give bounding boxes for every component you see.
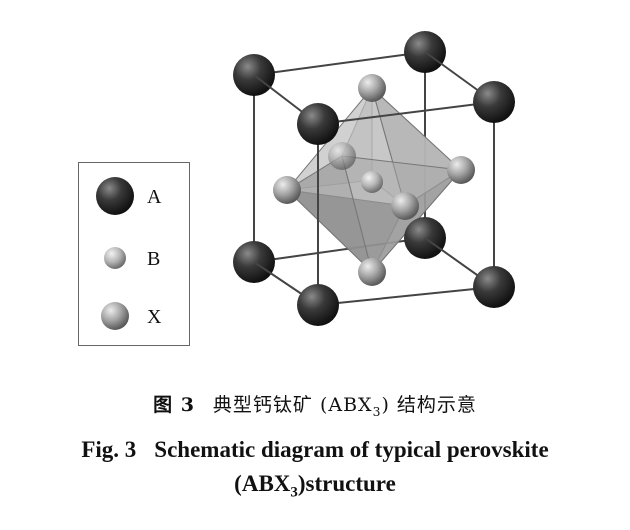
atom-x-front bbox=[391, 192, 419, 220]
legend-item-a: A bbox=[79, 171, 191, 221]
atom-x-top bbox=[358, 74, 386, 102]
legend-item-b: B bbox=[79, 233, 191, 283]
caption-zh-sub: 3 bbox=[372, 404, 382, 419]
atom-x-right bbox=[447, 156, 475, 184]
caption-chinese: 图 3 典型钙钛矿 (ABX3) 结构示意 bbox=[0, 392, 630, 425]
caption-en-line1: Schematic diagram of typical perovskite bbox=[154, 436, 549, 462]
figure-captions: 图 3 典型钙钛矿 (ABX3) 结构示意 Fig. 3 Schematic dia… bbox=[0, 392, 630, 507]
caption-zh-text-post: ) 结构示意 bbox=[381, 394, 477, 416]
atom-x-icon bbox=[101, 302, 129, 330]
legend-label-a: A bbox=[147, 186, 162, 208]
caption-en-label: Fig. 3 bbox=[81, 436, 137, 462]
caption-en-line2-pre: (ABX bbox=[234, 470, 291, 496]
atom-b-icon bbox=[104, 247, 126, 269]
legend-item-x: X bbox=[79, 291, 191, 341]
legend-label-x: X bbox=[147, 306, 162, 328]
atom-a-icon bbox=[96, 177, 134, 215]
atom-x-left bbox=[273, 176, 301, 204]
atom-a-front-top-right bbox=[473, 81, 515, 123]
caption-zh-label: 图 3 bbox=[153, 394, 195, 416]
caption-zh-text-pre: 典型钙钛矿 (ABX bbox=[212, 394, 373, 416]
atom-x-bottom bbox=[358, 258, 386, 286]
caption-en-line2-sub: 3 bbox=[290, 484, 298, 501]
atom-legend: A B bbox=[78, 162, 190, 346]
perovskite-structure-diagram bbox=[233, 31, 515, 326]
caption-english-line-1: Fig. 3 Schematic diagram of typical perov… bbox=[0, 435, 630, 465]
atom-b-center bbox=[361, 171, 383, 193]
atom-x-back bbox=[328, 142, 356, 170]
legend-label-b: B bbox=[147, 248, 161, 270]
caption-english-line-2: (ABX3)structure bbox=[0, 469, 630, 508]
caption-en-line2-post: )structure bbox=[297, 470, 396, 496]
atom-a-front-bottom-right bbox=[473, 266, 515, 308]
atom-a-front-top-left bbox=[297, 103, 339, 145]
atom-a-front-bottom-left bbox=[297, 284, 339, 326]
